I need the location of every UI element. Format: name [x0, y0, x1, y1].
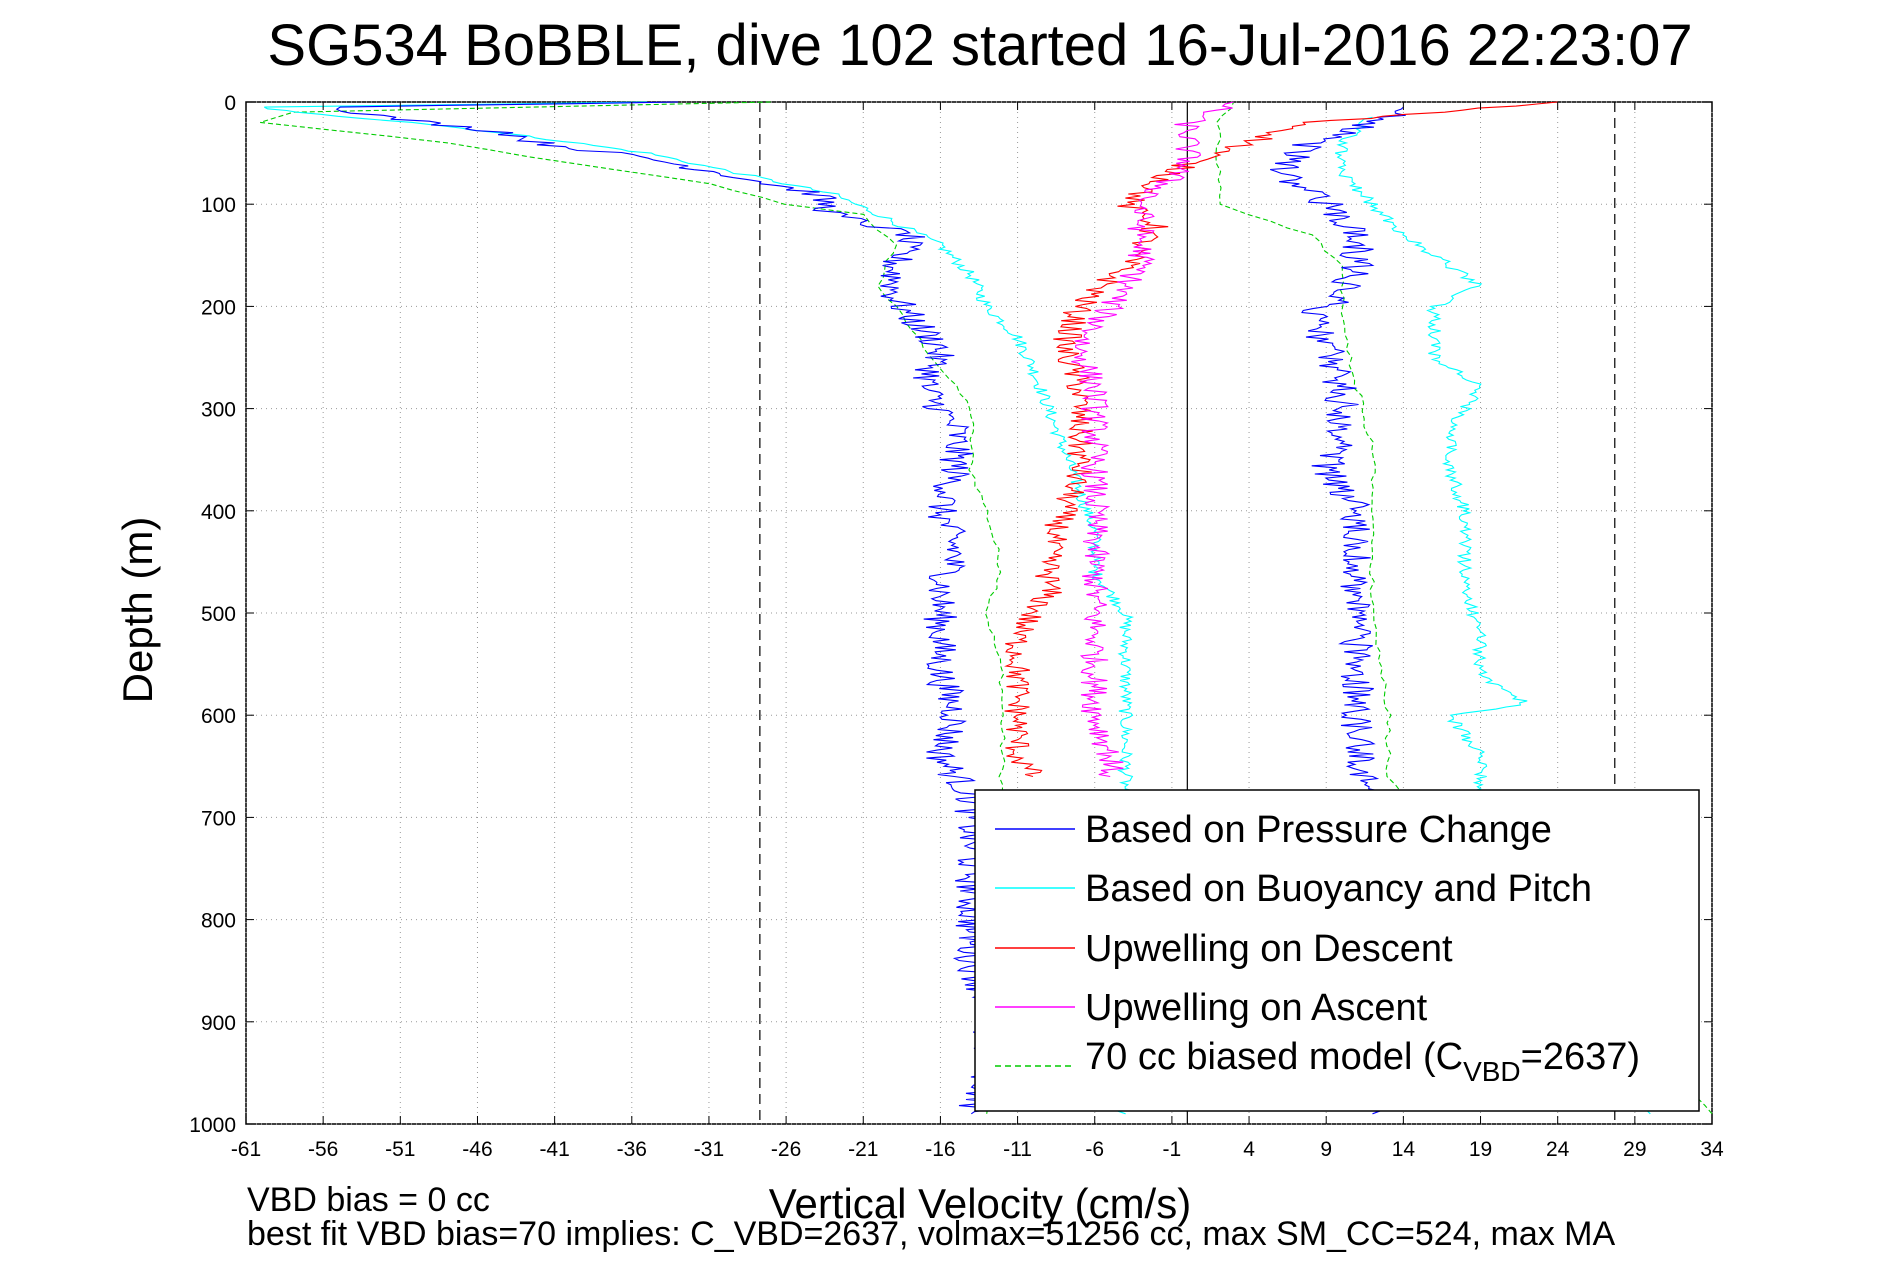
series-line-upwelling-on-ascent [1071, 101, 1234, 778]
x-tick-label: 9 [1320, 1138, 1332, 1161]
x-tick-label: -26 [771, 1138, 801, 1161]
y-tick-label: 900 [201, 1012, 236, 1035]
footer-line-1: VBD bias = 0 cc [247, 1181, 490, 1219]
y-axis-label: Depth (m) [114, 517, 161, 704]
x-tick-label: 14 [1392, 1138, 1416, 1161]
legend-label-upwelling-descent: Upwelling on Descent [1085, 928, 1453, 970]
legend-label-biased-model: 70 cc biased model (CVBD=2637) [1085, 1036, 1640, 1087]
x-tick-label: -6 [1085, 1138, 1104, 1161]
series-line-based-on-pressure-change-descent [335, 101, 1003, 1115]
legend-label-buoyancy: Based on Buoyancy and Pitch [1085, 868, 1592, 910]
legend-box [974, 789, 1700, 1112]
y-tick-label: 800 [201, 910, 236, 933]
x-tick-label: -46 [462, 1138, 492, 1161]
x-tick-label: -11 [1003, 1138, 1032, 1161]
x-tick-label: -1 [1163, 1138, 1182, 1161]
x-tick-label: 4 [1243, 1138, 1255, 1161]
x-axis-ticks: -61 -56 -51 -46 -41 -36 -31 -26 -21 -16 -11 -6 -1 4 9 1… [231, 102, 1724, 1161]
x-tick-label: -51 [385, 1138, 415, 1161]
x-tick-label: 19 [1469, 1138, 1492, 1161]
x-tick-label: -41 [539, 1138, 569, 1161]
y-tick-label: 0 [224, 92, 236, 115]
x-tick-label: 34 [1700, 1138, 1724, 1161]
x-tick-label: -16 [925, 1138, 955, 1161]
y-tick-label: 200 [201, 296, 236, 319]
x-tick-label: 24 [1546, 1138, 1570, 1161]
chart-title: SG534 BoBBLE, dive 102 started 16-Jul-20… [267, 13, 1692, 78]
x-tick-label: -61 [231, 1138, 261, 1161]
legend-label-pressure: Based on Pressure Change [1085, 809, 1552, 851]
legend-label-upwelling-ascent: Upwelling on Ascent [1085, 987, 1428, 1029]
y-tick-label: 500 [201, 603, 236, 626]
footer-line-2: best fit VBD bias=70 implies: C_VBD=2637… [247, 1215, 1616, 1253]
x-tick-label: -56 [308, 1138, 338, 1161]
x-axis-label: Vertical Velocity (cm/s) [769, 1180, 1191, 1227]
x-tick-label: -31 [694, 1138, 724, 1161]
y-tick-label: 400 [201, 501, 236, 524]
x-tick-label: -36 [617, 1138, 647, 1161]
y-tick-label: 100 [201, 194, 236, 217]
y-axis-ticks: 0 100 200 300 400 500 600 700 800 900 1000 [189, 92, 1712, 1137]
y-tick-label: 1000 [189, 1114, 236, 1137]
y-tick-label: 300 [201, 399, 236, 422]
legend: Based on Pressure Change Based on Buoyan… [974, 789, 1700, 1112]
series-line-upwelling-on-descent [1004, 101, 1558, 778]
y-tick-label: 600 [201, 705, 236, 728]
y-tick-label: 700 [201, 807, 236, 830]
x-tick-label: -21 [848, 1138, 878, 1161]
x-tick-label: 29 [1623, 1138, 1646, 1161]
plot-area: -61 -56 -51 -46 -41 -36 -31 -26 -21 -16 -11 -6 -1 4 9 1… [189, 92, 1724, 1161]
